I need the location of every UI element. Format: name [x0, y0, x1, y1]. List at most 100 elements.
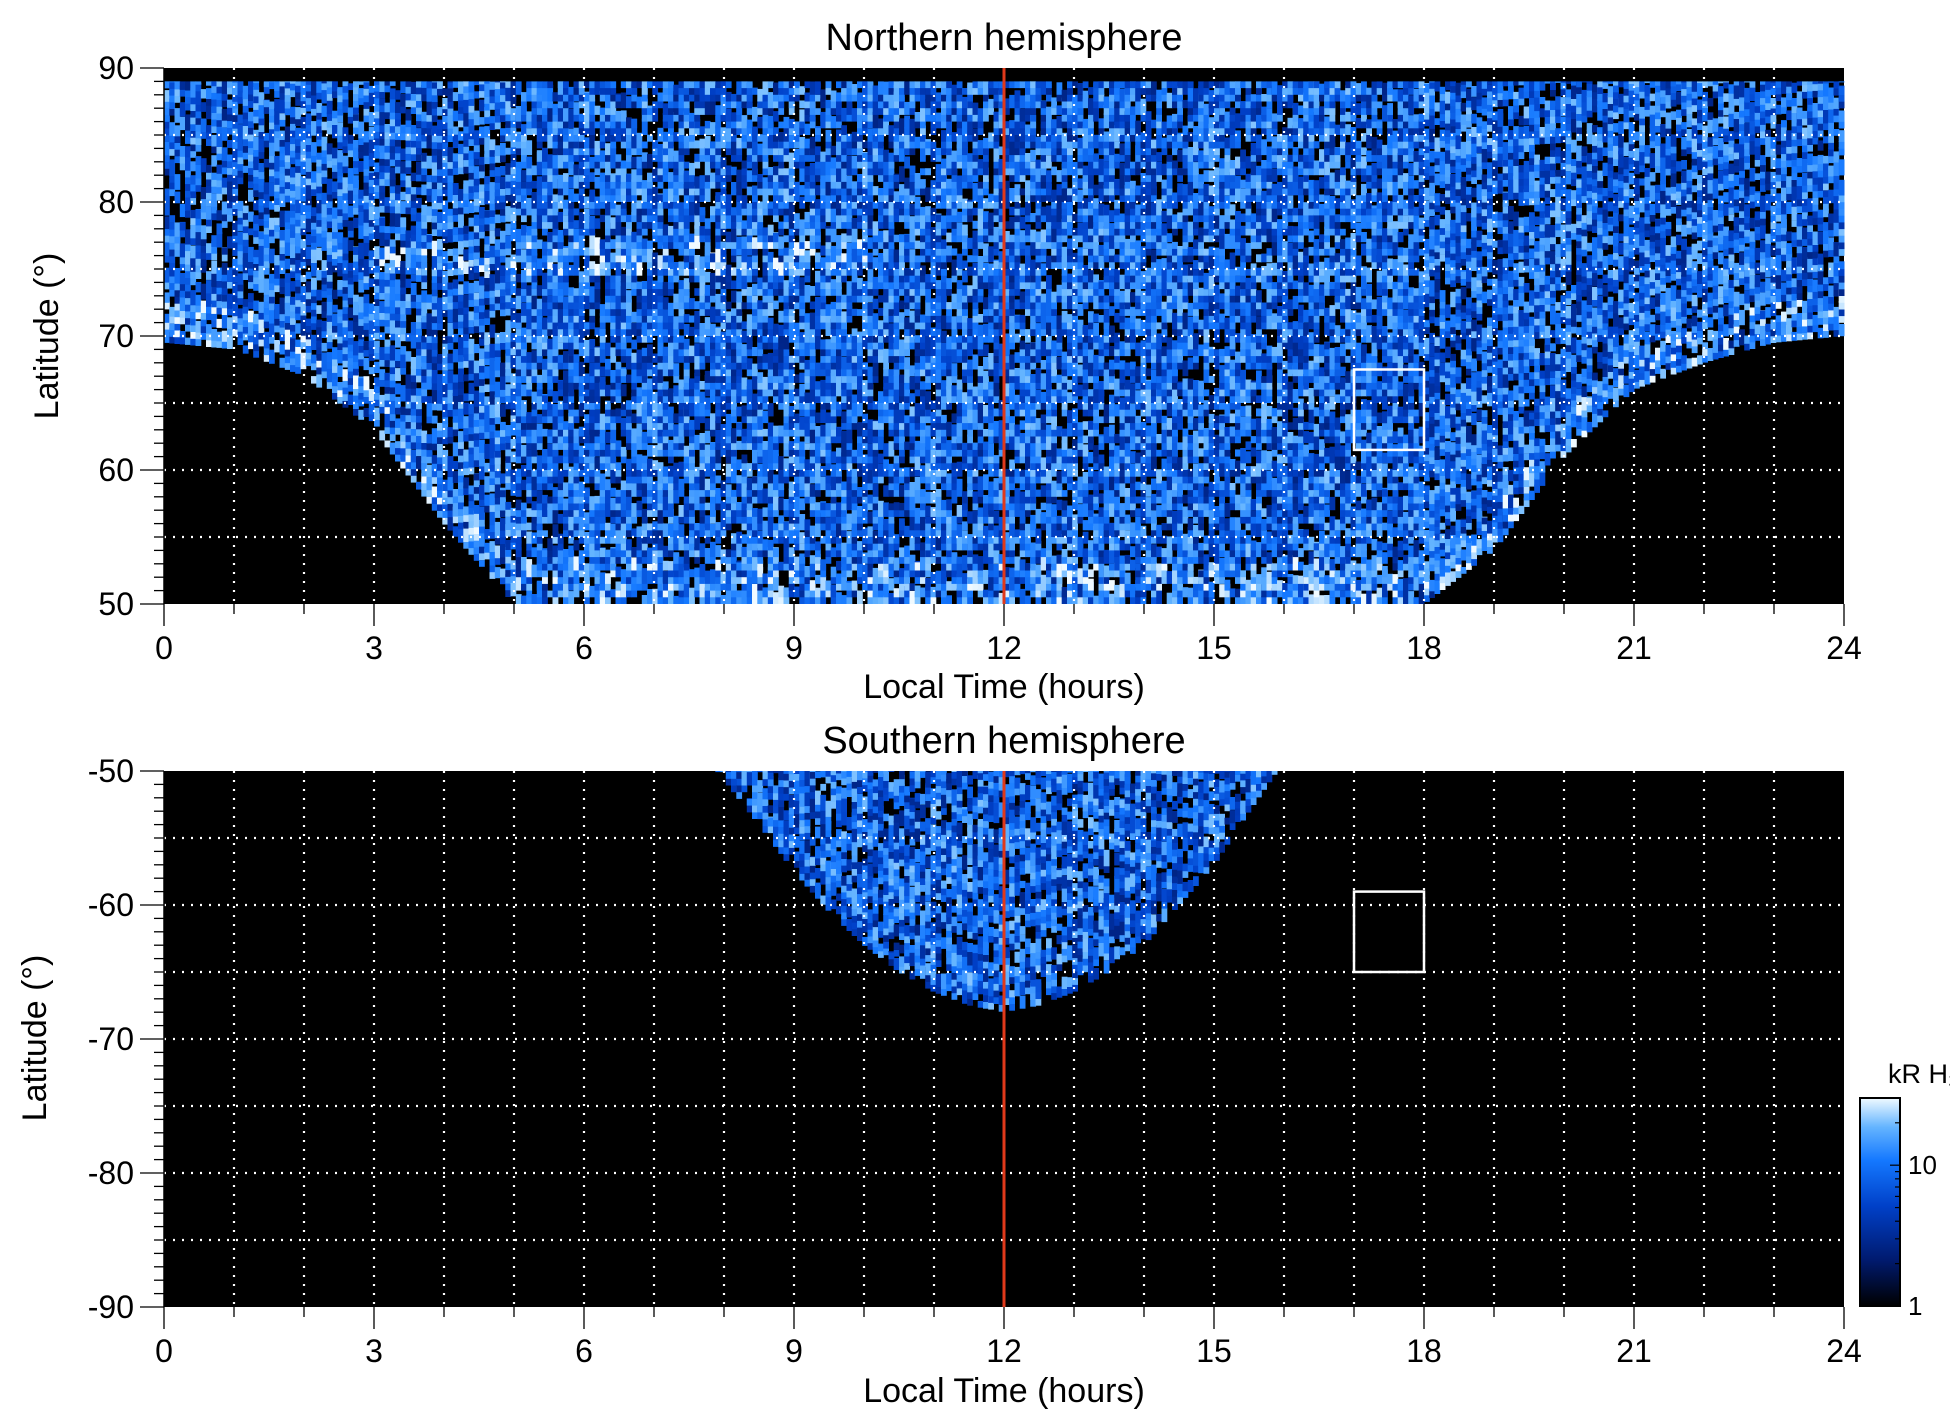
emission-cell: [736, 291, 743, 303]
emission-cell: [358, 95, 365, 105]
emission-cell: [384, 171, 391, 180]
emission-cell: [626, 374, 632, 383]
emission-cell: [442, 147, 449, 157]
emission-cell: [363, 315, 370, 324]
emission-cell: [526, 388, 533, 397]
emission-cell: [295, 345, 302, 354]
emission-cell: [636, 536, 643, 551]
emission-cell: [358, 81, 365, 85]
emission-cell: [563, 81, 569, 89]
emission-cell: [384, 440, 391, 448]
emission-cell: [494, 254, 501, 270]
emission-cell: [284, 345, 291, 357]
emission-cell: [599, 172, 606, 182]
emission-cell: [405, 388, 412, 402]
emission-cell: [468, 316, 475, 327]
emission-cell: [258, 127, 265, 139]
emission-cell: [326, 352, 333, 363]
emission-cell: [725, 91, 732, 102]
emission-cell: [521, 100, 527, 115]
emission-cell: [164, 149, 170, 162]
emission-cell: [573, 155, 580, 162]
emission-cell: [615, 94, 622, 102]
emission-cell: [416, 227, 422, 242]
emission-cell: [395, 279, 401, 294]
emission-cell: [589, 261, 596, 269]
emission-cell: [620, 446, 627, 457]
emission-cell: [242, 126, 249, 140]
emission-cell: [615, 281, 622, 296]
emission-cell: [437, 272, 443, 284]
emission-cell: [521, 479, 527, 491]
emission-cell: [678, 379, 685, 390]
emission-cell: [505, 584, 512, 597]
emission-cell: [326, 148, 333, 162]
emission-cell: [547, 232, 554, 243]
emission-cell: [253, 259, 260, 271]
emission-cell: [169, 244, 176, 257]
emission-cell: [311, 338, 317, 350]
emission-cell: [248, 335, 254, 343]
emission-cell: [321, 81, 328, 84]
emission-cell: [384, 343, 391, 354]
emission-cell: [689, 162, 695, 176]
emission-cell: [305, 193, 312, 206]
emission-cell: [641, 152, 648, 162]
emission-cell: [515, 81, 522, 95]
emission-cell: [227, 267, 233, 282]
emission-cell: [468, 403, 475, 414]
emission-cell: [515, 292, 522, 310]
emission-cell: [620, 160, 627, 169]
emission-cell: [526, 226, 533, 236]
emission-cell: [557, 381, 564, 390]
emission-cell: [410, 366, 417, 376]
emission-cell: [468, 231, 475, 240]
emission-cell: [510, 204, 517, 215]
emission-cell: [489, 528, 496, 539]
emission-cell: [552, 154, 559, 169]
emission-cell: [452, 403, 459, 417]
emission-cell: [563, 199, 569, 209]
emission-cell: [704, 271, 711, 283]
emission-cell: [494, 267, 501, 284]
emission-cell: [715, 475, 722, 484]
emission-cell: [400, 433, 407, 442]
emission-cell: [626, 281, 632, 290]
emission-cell: [741, 261, 748, 269]
emission-cell: [300, 81, 307, 88]
emission-cell: [200, 187, 207, 200]
emission-cell: [416, 102, 422, 115]
emission-cell: [300, 212, 307, 222]
emission-cell: [589, 81, 596, 89]
emission-cell: [164, 188, 170, 196]
emission-cell: [594, 362, 601, 370]
emission-cell: [710, 413, 716, 430]
emission-cell: [400, 454, 407, 462]
emission-cell: [531, 501, 538, 511]
emission-cell: [342, 155, 349, 167]
emission-cell: [620, 384, 627, 397]
emission-cell: [279, 322, 286, 335]
emission-cell: [584, 322, 590, 330]
emission-cell: [725, 194, 732, 209]
emission-cell: [164, 81, 170, 83]
emission-cell: [657, 415, 664, 424]
emission-cell: [526, 508, 533, 517]
emission-cell: [468, 159, 475, 173]
emission-cell: [248, 293, 254, 303]
emission-cell: [431, 141, 438, 149]
emission-cell: [305, 218, 312, 233]
emission-cell: [237, 161, 244, 171]
emission-cell: [510, 355, 517, 369]
emission-cell: [410, 394, 417, 403]
emission-cell: [494, 473, 501, 485]
emission-cell: [557, 513, 564, 524]
emission-cell: [725, 568, 732, 584]
emission-cell: [694, 81, 701, 89]
emission-cell: [353, 367, 359, 376]
emission-cell: [426, 181, 433, 189]
emission-cell: [295, 183, 302, 200]
emission-cell: [494, 296, 501, 304]
emission-cell: [657, 368, 664, 383]
emission-cell: [410, 87, 417, 101]
